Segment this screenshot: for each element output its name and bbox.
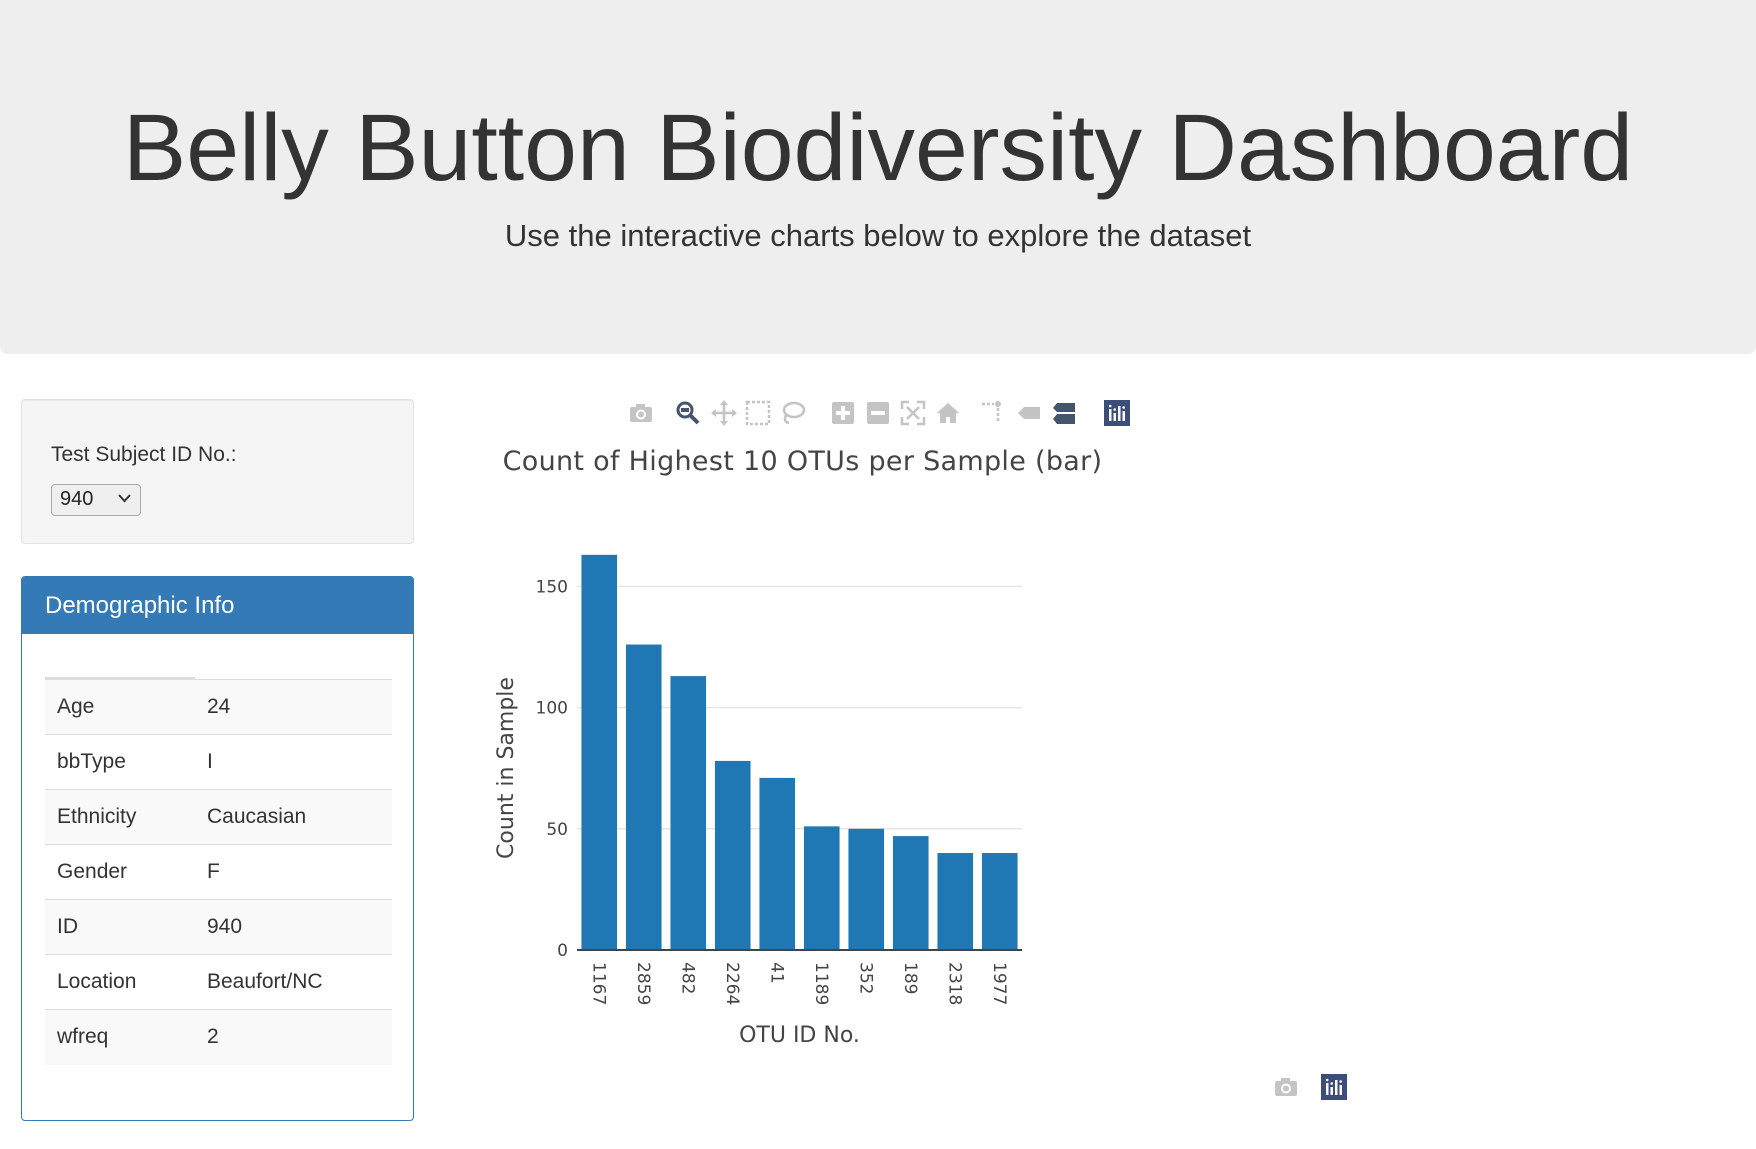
row-value: 940 [207,915,243,938]
reset-axes-icon[interactable] [935,400,961,426]
table-row: Gender F [45,844,392,900]
subject-id-select[interactable]: 940 [51,484,141,516]
y-tick-label: 150 [536,577,568,597]
camera-icon[interactable] [1273,1074,1299,1100]
demographic-info-panel: Demographic Info Age 24 bbType I Ethnicity… [21,576,414,1121]
x-tick-label: 1977 [989,962,1009,1005]
bar-chart-title: Count of Highest 10 OTUs per Sample (bar… [502,446,1103,477]
x-tick-label: 1189 [811,962,831,1005]
x-tick-label: 482 [677,962,697,994]
y-tick-label: 100 [536,699,568,719]
camera-icon[interactable] [628,400,654,426]
bar[interactable] [581,554,618,950]
bar-chart[interactable]: 0 50 100 150 1167 2859 482 2264 41 1189 352 189 2318… [470,540,1070,1050]
spike-lines-icon[interactable] [980,400,1006,426]
zoom-icon[interactable] [675,400,701,426]
row-value: F [207,860,220,883]
x-tick-label: 2264 [722,962,742,1005]
row-value: I [207,750,213,773]
row-key: Location [57,970,137,993]
bar[interactable] [714,760,751,950]
bar[interactable] [981,853,1018,950]
jumbotron-header: Belly Button Biodiversity Dashboard Use … [0,0,1756,354]
x-tick-label: 41 [766,962,786,984]
bubble-chart-modebar [1273,1074,1353,1106]
table-row: Ethnicity Caucasian [45,789,392,845]
row-key: ID [57,915,78,938]
row-key: Ethnicity [57,805,137,828]
chevron-down-icon [118,494,131,503]
subject-selector-label: Test Subject ID No.: [51,443,237,466]
lasso-select-icon[interactable] [780,400,806,426]
table-row: ID 940 [45,899,392,955]
row-key: bbType [57,750,126,773]
subject-selector-panel: Test Subject ID No.: 940 [21,399,414,544]
y-tick-label: 50 [546,820,568,840]
row-key: wfreq [57,1025,109,1049]
bar[interactable] [670,676,707,950]
x-tick-label: 2859 [633,962,653,1005]
page-title: Belly Button Biodiversity Dashboard [122,95,1634,201]
table-row: Location Beaufort/NC [45,954,392,1010]
bar[interactable] [937,853,974,950]
bar[interactable] [625,644,662,950]
box-select-icon[interactable] [745,400,771,426]
row-value: Beaufort/NC [207,970,323,993]
bar[interactable] [848,828,885,950]
demographic-table: Age 24 bbType I Ethnicity Caucasian Gender F… [45,679,392,1065]
x-tick-label: 1167 [588,962,608,1005]
autoscale-icon[interactable] [900,400,926,426]
plotly-logo-icon[interactable] [1321,1074,1347,1100]
row-value: Caucasian [207,805,307,828]
plotly-logo-icon[interactable] [1104,400,1130,426]
bar[interactable] [803,826,840,950]
row-value: 24 [207,695,231,718]
row-value: 2 [207,1025,219,1049]
row-key: Gender [57,860,128,883]
bar-chart-modebar [628,400,1138,432]
table-row: Age 24 [45,679,392,735]
table-header-divider [45,677,195,679]
bar[interactable] [892,836,929,950]
page-subtitle: Use the interactive charts below to expl… [504,218,1252,253]
zoom-in-icon[interactable] [830,400,856,426]
row-key: Age [57,695,95,718]
x-tick-label: 189 [900,962,920,994]
y-tick-label: 0 [557,941,568,961]
x-tick-label: 2318 [944,962,964,1005]
x-tick-label: 352 [855,962,875,994]
table-row: wfreq 2 [45,1009,392,1065]
x-axis-title: OTU ID No. [739,1023,860,1048]
table-row: bbType I [45,734,392,790]
pan-icon[interactable] [711,400,737,426]
y-axis-title: Count in Sample [494,677,519,859]
bar[interactable] [759,777,796,950]
demographic-info-heading: Demographic Info [22,577,413,634]
hover-compare-icon[interactable] [1051,400,1077,426]
zoom-out-icon[interactable] [865,400,891,426]
hover-closest-icon[interactable] [1016,400,1042,426]
subject-id-selected-value: 940 [60,488,94,510]
